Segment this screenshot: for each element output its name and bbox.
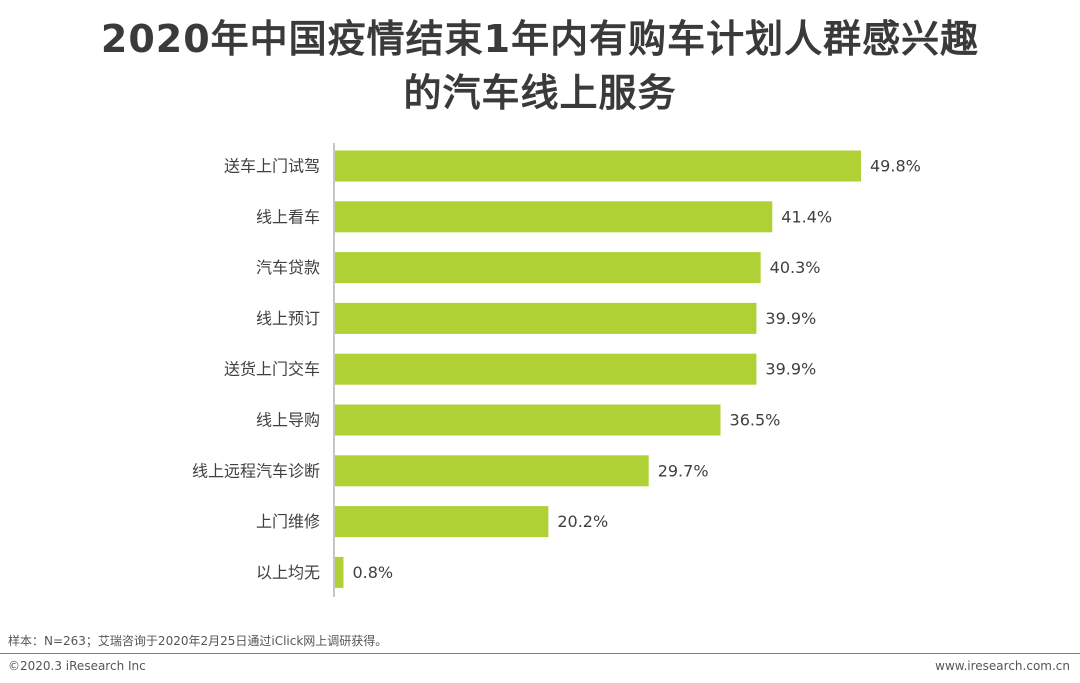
category-label: 以上均无	[256, 563, 320, 582]
bar	[335, 302, 757, 334]
category-label: 送货上门交车	[224, 360, 320, 379]
bar	[335, 201, 773, 233]
chart-title-line-1: 2020年中国疫情结束1年内有购车计划人群感兴趣	[100, 17, 980, 61]
value-label: 20.2%	[557, 512, 608, 531]
bar	[335, 556, 344, 588]
value-label: 41.4%	[781, 207, 832, 226]
value-label: 39.9%	[765, 360, 816, 379]
chart-title-line-2: 的汽车线上服务	[403, 71, 677, 115]
bar	[335, 353, 757, 385]
value-label: 49.8%	[870, 157, 921, 176]
category-label: 线上远程汽车诊断	[192, 461, 320, 480]
category-label: 上门维修	[256, 512, 320, 531]
value-label: 0.8%	[352, 563, 393, 582]
category-label: 线上看车	[256, 207, 320, 226]
value-label: 40.3%	[770, 258, 821, 277]
footer-divider	[0, 653, 1080, 654]
category-label: 汽车贷款	[256, 258, 320, 277]
category-label: 线上预订	[256, 309, 320, 328]
sample-note: 样本：N=263；艾瑞咨询于2020年2月25日通过iClick网上调研获得。	[8, 634, 388, 648]
bar	[335, 252, 761, 284]
website-link[interactable]: www.iresearch.com.cn	[935, 659, 1070, 673]
bar	[335, 150, 861, 182]
bar	[335, 404, 721, 436]
value-label: 36.5%	[730, 411, 781, 430]
value-label: 29.7%	[658, 461, 709, 480]
bar	[335, 455, 649, 487]
category-label: 线上导购	[256, 411, 320, 430]
value-label: 39.9%	[765, 309, 816, 328]
category-label: 送车上门试驾	[224, 157, 320, 176]
copyright-text: ©2020.3 iResearch Inc	[8, 659, 146, 673]
bar	[335, 506, 549, 538]
